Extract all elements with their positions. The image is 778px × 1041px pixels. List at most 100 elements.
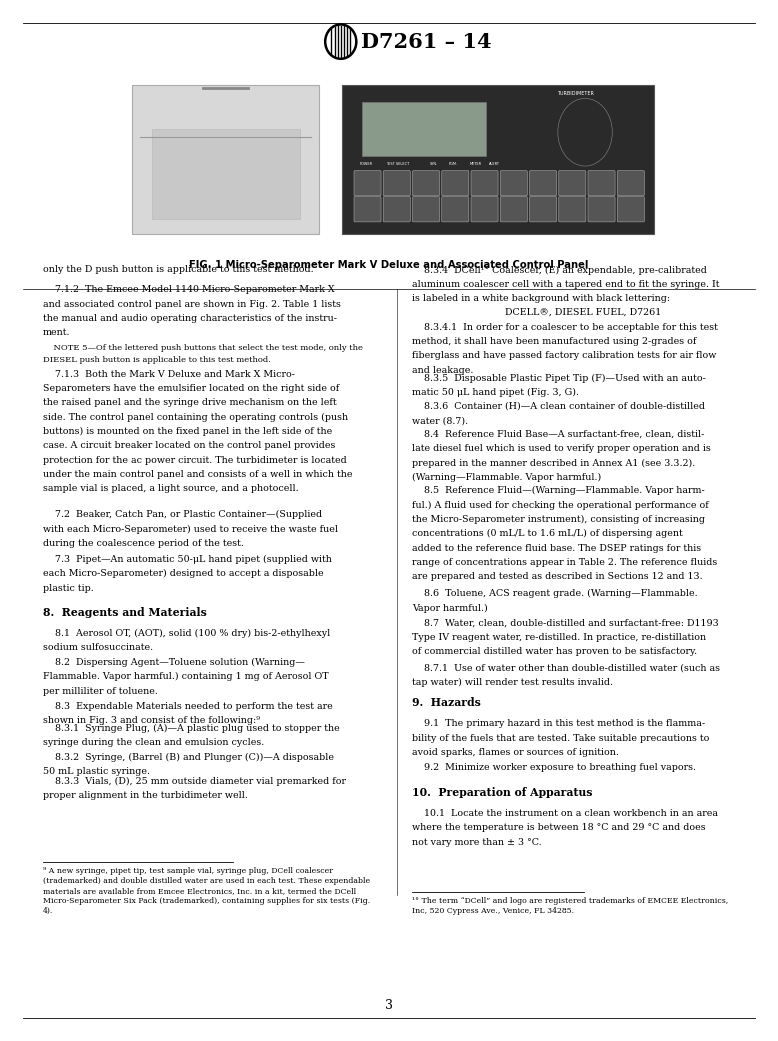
Text: ful.) A fluid used for checking the operational performance of: ful.) A fluid used for checking the oper…	[412, 501, 709, 510]
Text: during the coalescence period of the test.: during the coalescence period of the tes…	[43, 539, 244, 548]
Text: is labeled in a white background with black lettering:: is labeled in a white background with bl…	[412, 295, 671, 303]
Text: (Warning—Flammable. Vapor harmful.): (Warning—Flammable. Vapor harmful.)	[412, 473, 601, 482]
Text: 9.1  The primary hazard in this test method is the flamma-: 9.1 The primary hazard in this test meth…	[412, 719, 706, 729]
FancyBboxPatch shape	[471, 171, 498, 196]
FancyBboxPatch shape	[500, 171, 527, 196]
Text: 8.7.1  Use of water other than double-distilled water (such as: 8.7.1 Use of water other than double-dis…	[412, 663, 720, 672]
Text: TURBIDIMETER: TURBIDIMETER	[557, 91, 594, 96]
Text: aluminum coalescer cell with a tapered end to fit the syringe. It: aluminum coalescer cell with a tapered e…	[412, 280, 720, 288]
Text: the manual and audio operating characteristics of the instru-: the manual and audio operating character…	[43, 314, 337, 323]
Text: ¹° The term “DCell” and logo are registered trademarks of EMCEE Electronics,
Inc: ¹° The term “DCell” and logo are registe…	[412, 897, 728, 915]
Text: DIESEL push button is applicable to this test method.: DIESEL push button is applicable to this…	[43, 356, 271, 363]
Text: under the main control panel and consists of a well in which the: under the main control panel and consist…	[43, 471, 352, 479]
FancyBboxPatch shape	[559, 171, 586, 196]
Text: concentrations (0 mL/L to 1.6 mL/L) of dispersing agent: concentrations (0 mL/L to 1.6 mL/L) of d…	[412, 529, 683, 538]
Text: 8.1  Aerosol OT, (AOT), solid (100 % dry) bis-2-ethylhexyl: 8.1 Aerosol OT, (AOT), solid (100 % dry)…	[43, 629, 330, 638]
Text: Flammable. Vapor harmful.) containing 1 mg of Aerosol OT: Flammable. Vapor harmful.) containing 1 …	[43, 672, 328, 682]
Text: avoid sparks, flames or sources of ignition.: avoid sparks, flames or sources of ignit…	[412, 748, 619, 757]
Text: protection for the ac power circuit. The turbidimeter is located: protection for the ac power circuit. The…	[43, 456, 346, 464]
Text: 8.3.1  Syringe Plug, (A)—A plastic plug used to stopper the: 8.3.1 Syringe Plug, (A)—A plastic plug u…	[43, 723, 339, 733]
Text: DCELL®, DIESEL FUEL, D7261: DCELL®, DIESEL FUEL, D7261	[506, 308, 661, 318]
Text: and associated control panel are shown in Fig. 2. Table 1 lists: and associated control panel are shown i…	[43, 300, 341, 308]
Text: case. A circuit breaker located on the control panel provides: case. A circuit breaker located on the c…	[43, 441, 335, 451]
Text: Vapor harmful.): Vapor harmful.)	[412, 604, 488, 613]
FancyBboxPatch shape	[617, 197, 644, 222]
Bar	[342, 85, 654, 234]
Text: each Micro-Separometer) designed to accept a disposable: each Micro-Separometer) designed to acce…	[43, 569, 324, 579]
Text: range of concentrations appear in Table 2. The reference fluids: range of concentrations appear in Table …	[412, 558, 717, 567]
FancyBboxPatch shape	[384, 197, 410, 222]
Text: 8.5  Reference Fluid—(Warning—Flammable. Vapor harm-: 8.5 Reference Fluid—(Warning—Flammable. …	[412, 486, 705, 496]
FancyBboxPatch shape	[530, 171, 556, 196]
Text: 7.1.2  The Emcee Model 1140 Micro-Separometer Mark X: 7.1.2 The Emcee Model 1140 Micro-Separom…	[43, 285, 335, 295]
Text: 50 mL plastic syringe.: 50 mL plastic syringe.	[43, 767, 150, 776]
Text: proper alignment in the turbidimeter well.: proper alignment in the turbidimeter wel…	[43, 791, 247, 799]
Text: ment.: ment.	[43, 328, 70, 337]
Text: 3: 3	[385, 999, 393, 1012]
Text: ⁹ A new syringe, pipet tip, test sample vial, syringe plug, DCell coalescer
(tra: ⁹ A new syringe, pipet tip, test sample …	[43, 867, 370, 914]
Text: SYN.: SYN.	[429, 161, 437, 166]
Text: with each Micro-Separometer) used to receive the waste fuel: with each Micro-Separometer) used to rec…	[43, 525, 338, 534]
Text: side. The control panel containing the operating controls (push: side. The control panel containing the o…	[43, 412, 348, 422]
Text: 8.3.3  Vials, (D), 25 mm outside diameter vial premarked for: 8.3.3 Vials, (D), 25 mm outside diameter…	[43, 777, 345, 786]
Text: method, it shall have been manufactured using 2-grades of: method, it shall have been manufactured …	[412, 337, 697, 346]
Text: sample vial is placed, a light source, and a photocell.: sample vial is placed, a light source, a…	[43, 484, 299, 493]
Text: tap water) will render test results invalid.: tap water) will render test results inva…	[412, 678, 613, 687]
FancyBboxPatch shape	[588, 197, 615, 222]
Text: water (8.7).: water (8.7).	[412, 416, 468, 425]
Text: Type IV reagent water, re-distilled. In practice, re-distillation: Type IV reagent water, re-distilled. In …	[412, 633, 706, 641]
Text: POWER: POWER	[359, 161, 373, 166]
Text: sodium sulfosuccinate.: sodium sulfosuccinate.	[43, 643, 153, 652]
Text: the Micro-Separometer instrument), consisting of increasing: the Micro-Separometer instrument), consi…	[412, 515, 706, 524]
FancyBboxPatch shape	[412, 197, 440, 222]
Text: 7.3  Pipet—An automatic 50-μL hand pipet (supplied with: 7.3 Pipet—An automatic 50-μL hand pipet …	[43, 555, 331, 564]
Text: PGM.: PGM.	[448, 161, 457, 166]
Text: TEST SELECT: TEST SELECT	[386, 161, 409, 166]
FancyBboxPatch shape	[588, 171, 615, 196]
Text: buttons) is mounted on the fixed panel in the left side of the: buttons) is mounted on the fixed panel i…	[43, 427, 332, 436]
Text: fiberglass and have passed factory calibration tests for air flow: fiberglass and have passed factory calib…	[412, 352, 717, 360]
Text: are prepared and tested as described in Sections 12 and 13.: are prepared and tested as described in …	[412, 573, 703, 581]
Text: D7261 – 14: D7261 – 14	[361, 31, 492, 52]
Text: 8.3.2  Syringe, (Barrel (B) and Plunger (C))—A disposable: 8.3.2 Syringe, (Barrel (B) and Plunger (…	[43, 753, 334, 762]
Text: NOTE 5—Of the lettered push buttons that select the test mode, only the: NOTE 5—Of the lettered push buttons that…	[43, 344, 363, 352]
FancyBboxPatch shape	[354, 171, 381, 196]
FancyBboxPatch shape	[354, 197, 381, 222]
Text: 8.6  Toluene, ACS reagent grade. (Warning—Flammable.: 8.6 Toluene, ACS reagent grade. (Warning…	[412, 589, 698, 599]
Text: late diesel fuel which is used to verify proper operation and is: late diesel fuel which is used to verify…	[412, 445, 711, 453]
FancyBboxPatch shape	[617, 171, 644, 196]
Bar	[362, 102, 486, 156]
Bar	[152, 129, 300, 219]
Text: not vary more than ± 3 °C.: not vary more than ± 3 °C.	[412, 838, 542, 846]
Text: Separometers have the emulsifier located on the right side of: Separometers have the emulsifier located…	[43, 384, 339, 392]
Text: METER: METER	[470, 161, 482, 166]
Text: plastic tip.: plastic tip.	[43, 584, 93, 592]
Text: 9.2  Minimize worker exposure to breathing fuel vapors.: 9.2 Minimize worker exposure to breathin…	[412, 763, 696, 772]
Text: 8.2  Dispersing Agent—Toluene solution (Warning—: 8.2 Dispersing Agent—Toluene solution (W…	[43, 658, 305, 667]
Text: 8.3.4  DCell¹° Coalescer, (E) an expendable, pre-calibrated: 8.3.4 DCell¹° Coalescer, (E) an expendab…	[412, 265, 707, 275]
Text: 8.4  Reference Fluid Base—A surfactant-free, clean, distil-: 8.4 Reference Fluid Base—A surfactant-fr…	[412, 430, 705, 439]
Text: 8.7  Water, clean, double-distilled and surfactant-free: D1193: 8.7 Water, clean, double-distilled and s…	[412, 618, 719, 628]
FancyBboxPatch shape	[412, 171, 440, 196]
Text: shown in Fig. 3 and consist of the following:⁹: shown in Fig. 3 and consist of the follo…	[43, 716, 260, 725]
Text: 8.  Reagents and Materials: 8. Reagents and Materials	[43, 607, 207, 618]
FancyBboxPatch shape	[442, 197, 469, 222]
Text: per milliliter of toluene.: per milliliter of toluene.	[43, 687, 158, 695]
Text: 10.1  Locate the instrument on a clean workbench in an area: 10.1 Locate the instrument on a clean wo…	[412, 809, 718, 818]
Text: ALERT: ALERT	[489, 161, 499, 166]
Text: added to the reference fluid base. The DSEP ratings for this: added to the reference fluid base. The D…	[412, 543, 702, 553]
Text: prepared in the manner described in Annex A1 (see 3.3.2).: prepared in the manner described in Anne…	[412, 459, 696, 467]
Text: the raised panel and the syringe drive mechanism on the left: the raised panel and the syringe drive m…	[43, 399, 336, 407]
FancyBboxPatch shape	[471, 197, 498, 222]
Text: bility of the fuels that are tested. Take suitable precautions to: bility of the fuels that are tested. Tak…	[412, 734, 710, 742]
Text: only the D push button is applicable to this test method.: only the D push button is applicable to …	[43, 265, 314, 275]
Text: and leakage.: and leakage.	[412, 365, 474, 375]
Text: 7.2  Beaker, Catch Pan, or Plastic Container—(Supplied: 7.2 Beaker, Catch Pan, or Plastic Contai…	[43, 510, 322, 519]
FancyBboxPatch shape	[384, 171, 410, 196]
Text: 9.  Hazards: 9. Hazards	[412, 697, 482, 709]
Text: syringe during the clean and emulsion cycles.: syringe during the clean and emulsion cy…	[43, 738, 264, 746]
Text: of commercial distilled water has proven to be satisfactory.: of commercial distilled water has proven…	[412, 648, 697, 656]
Text: 7.1.3  Both the Mark V Deluxe and Mark X Micro-: 7.1.3 Both the Mark V Deluxe and Mark X …	[43, 370, 295, 379]
FancyBboxPatch shape	[500, 197, 527, 222]
FancyBboxPatch shape	[559, 197, 586, 222]
